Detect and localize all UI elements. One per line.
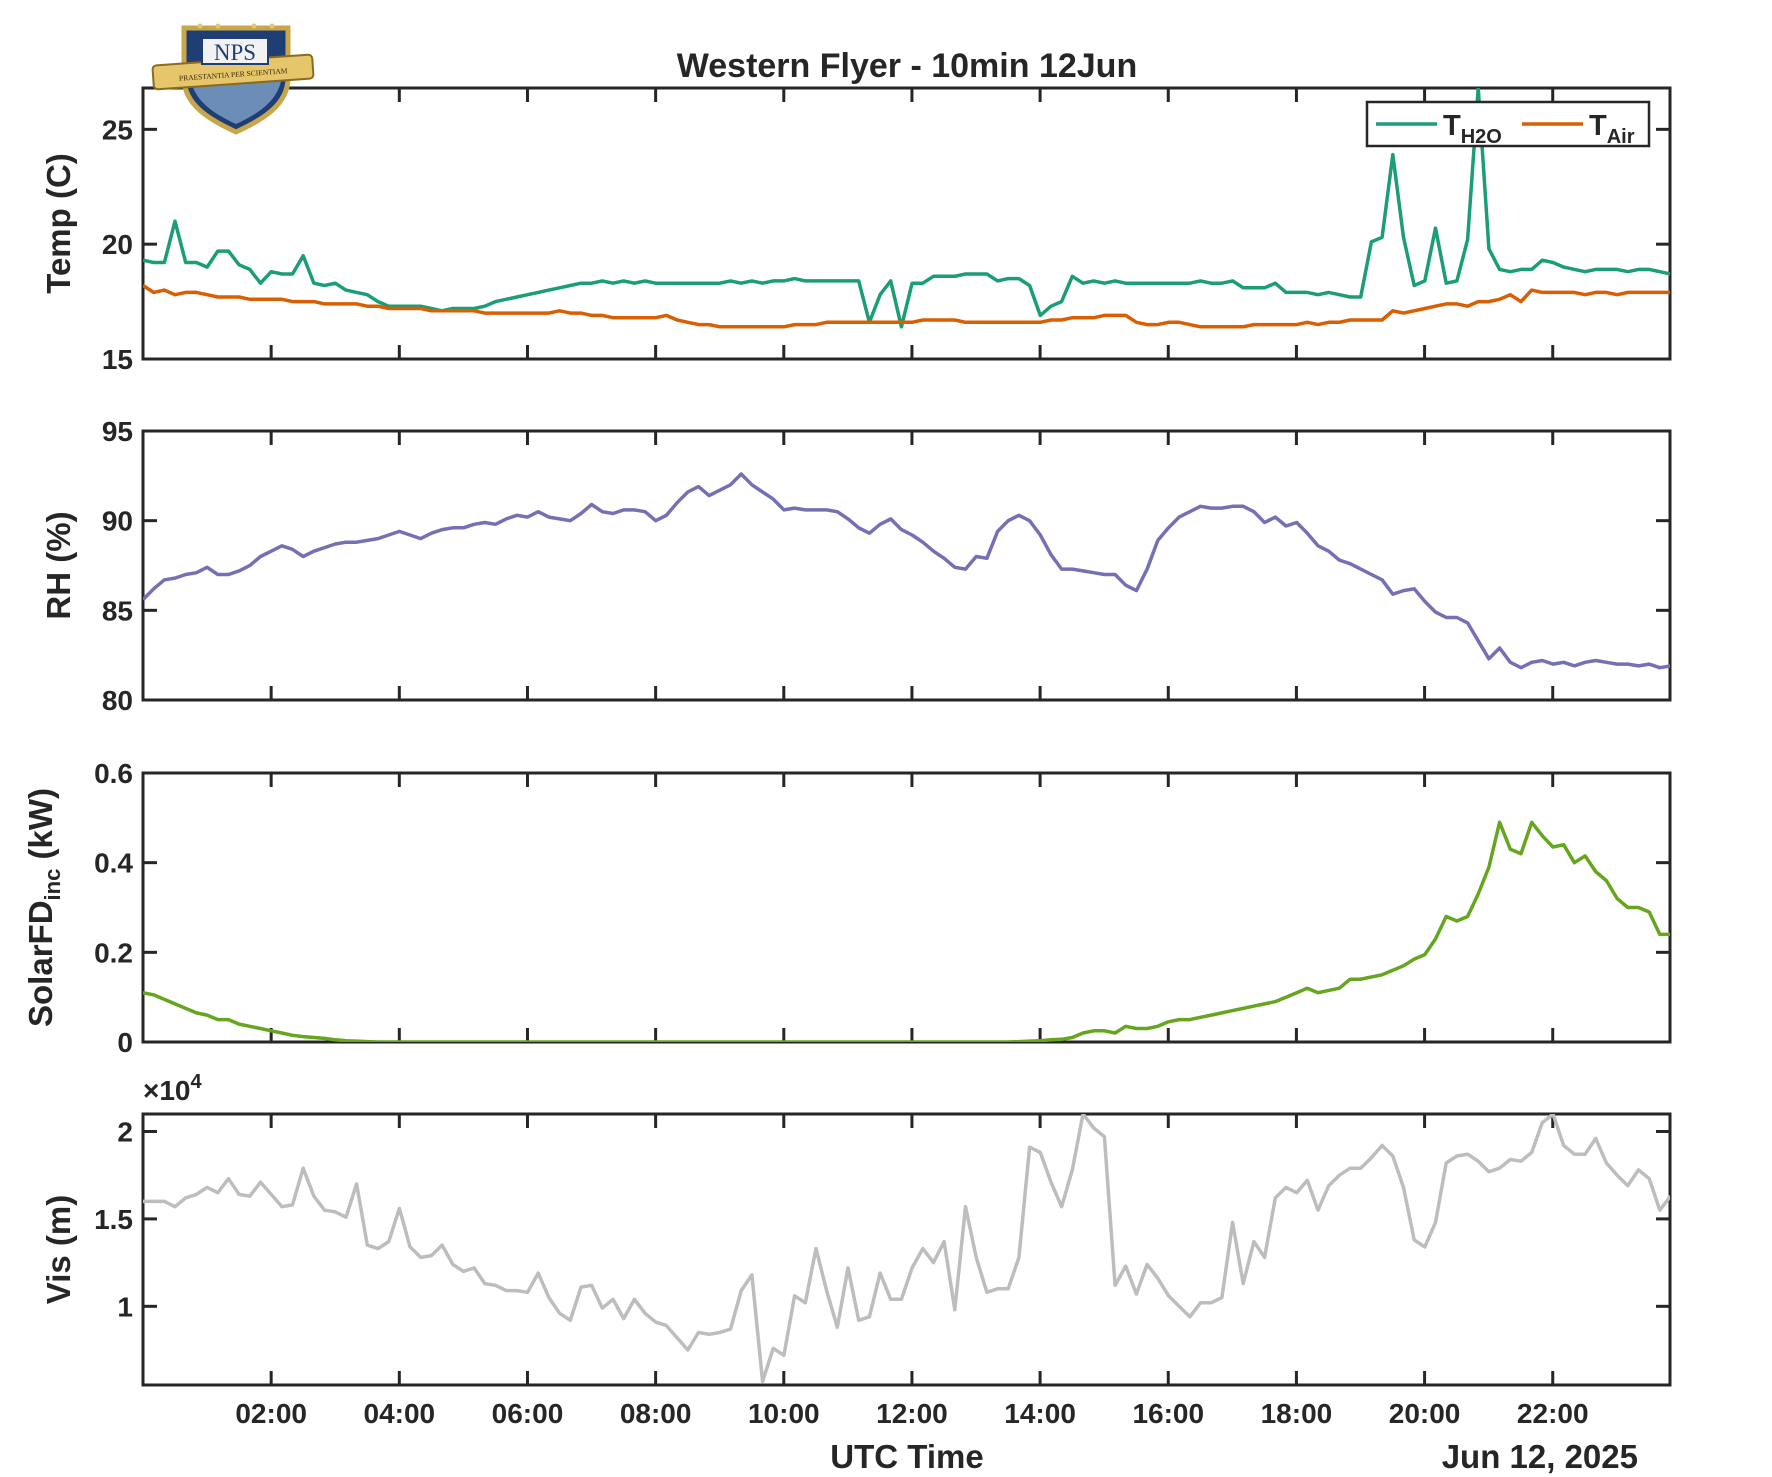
- logo-star: [269, 23, 275, 29]
- x-tick-label: 18:00: [1261, 1398, 1333, 1429]
- y-axis-label-sub: inc: [40, 869, 65, 901]
- y-axis-label: Vis (m): [40, 1195, 77, 1304]
- logo-star: [197, 23, 203, 29]
- y-tick-label: 2: [117, 1116, 133, 1147]
- x-tick-label: 02:00: [235, 1398, 307, 1429]
- x-tick-label: 22:00: [1517, 1398, 1589, 1429]
- axes-box: [141, 1112, 1672, 1387]
- legend: TH2O TAir: [1365, 100, 1651, 148]
- x-axis-label: UTC Time: [830, 1438, 983, 1475]
- logo-star: [251, 23, 257, 29]
- y-axis-multiplier: ×104: [143, 1071, 203, 1106]
- x-tick-labels: 02:00 04:00 06:00 08:00 10:00 12:00 14:00 16:00…: [235, 1398, 1588, 1429]
- panel-4: 1 1.5 2 Vis (m) ×104: [40, 1071, 1672, 1387]
- nps-logo: NPS PRAESTANTIA PER SCIENTIAM: [151, 23, 315, 135]
- y-tick-label: 1: [117, 1291, 133, 1322]
- multiplier-exponent: 4: [191, 1071, 203, 1093]
- panels: 15 20 25 Temp (C) 80 85 90 95 RH (%) 0 0.2 0.4 0.6 So…: [22, 86, 1672, 1387]
- series-group: [143, 820, 1670, 1042]
- y-tick-label: 90: [102, 506, 133, 537]
- y-tick-label: 1.5: [94, 1204, 133, 1235]
- logo-nps-plate: [201, 37, 269, 65]
- axes-box: [141, 771, 1672, 1044]
- y-tick-label: 0.6: [94, 758, 133, 789]
- series-line: [143, 820, 1670, 1042]
- series-group: [143, 1114, 1670, 1384]
- x-tick-label: 12:00: [876, 1398, 948, 1429]
- y-tick-label: 0.2: [94, 937, 133, 968]
- y-axis-label-main: SolarFD: [22, 900, 59, 1027]
- panel-3: 0 0.2 0.4 0.6 SolarFDinc (kW): [22, 758, 1672, 1058]
- x-tick-label: 08:00: [620, 1398, 692, 1429]
- panel-2: 80 85 90 95 RH (%): [40, 416, 1672, 716]
- series-line-th2o: [143, 88, 1670, 329]
- legend-label-h2o: TH2O: [1443, 110, 1502, 148]
- y-tick-label: 85: [102, 595, 133, 626]
- x-tick-label: 10:00: [748, 1398, 820, 1429]
- x-tick-label: 04:00: [364, 1398, 436, 1429]
- y-tick-label: 0.4: [94, 848, 133, 879]
- y-axis-label: RH (%): [40, 511, 77, 619]
- y-tick-label: 80: [102, 685, 133, 716]
- x-tick-label: 14:00: [1004, 1398, 1076, 1429]
- legend-label-air: TAir: [1589, 110, 1635, 148]
- y-tick-label: 25: [102, 114, 133, 145]
- y-axis-label: SolarFDinc (kW): [22, 788, 65, 1027]
- y-tick-label: 95: [102, 416, 133, 447]
- logo-star: [215, 23, 221, 29]
- y-tick-label: 0: [117, 1027, 133, 1058]
- axes-box: [141, 429, 1672, 702]
- y-tick-label: 15: [102, 344, 133, 375]
- x-tick-label: 06:00: [492, 1398, 564, 1429]
- y-tick-label: 20: [102, 229, 133, 260]
- series-group: [143, 472, 1670, 670]
- x-tick-label: 20:00: [1389, 1398, 1461, 1429]
- y-axis-label: Temp (C): [40, 153, 77, 294]
- logo-text: NPS: [214, 40, 256, 65]
- multiplier-base: ×10: [143, 1075, 191, 1106]
- logo-shield-lower: [190, 75, 282, 124]
- series-line-tair: [143, 284, 1670, 329]
- series-line: [143, 472, 1670, 670]
- chart-title: Western Flyer - 10min 12Jun: [677, 47, 1137, 85]
- series-group: [143, 88, 1670, 329]
- x-axis-date: Jun 12, 2025: [1442, 1438, 1638, 1475]
- x-tick-label: 16:00: [1132, 1398, 1204, 1429]
- y-axis-label-unit: (kW): [22, 788, 59, 869]
- series-line: [143, 1114, 1670, 1384]
